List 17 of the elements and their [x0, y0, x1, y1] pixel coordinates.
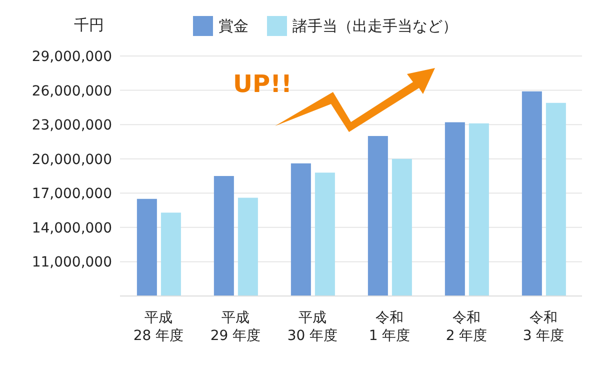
legend-label: 諸手当（出走手当など）	[292, 16, 458, 36]
x-tick-label: 令和 1 年度	[368, 310, 410, 344]
x-tick-label: 令和 2 年度	[446, 310, 488, 344]
y-tick-label: 29,000,000	[32, 48, 112, 65]
x-tick-label: 平成 28 年度	[133, 310, 184, 344]
x-tick-label: 令和 3 年度	[522, 310, 564, 344]
annotation: UP!!	[233, 70, 292, 98]
x-tick-label: 平成 30 年度	[287, 310, 338, 344]
y-tick-label: 20,000,000	[32, 152, 112, 168]
legend-label: 賞金	[218, 16, 248, 36]
y-tick-label: 26,000,000	[32, 83, 112, 100]
y-axis-title: 千円	[74, 16, 104, 35]
y-tick-label: 11,000,000	[32, 254, 112, 271]
y-tick-label: 14,000,000	[32, 220, 112, 236]
x-tick-label: 平成 29 年度	[210, 310, 261, 344]
y-tick-label: 17,000,000	[32, 186, 112, 202]
y-tick-label: 23,000,000	[32, 118, 112, 134]
